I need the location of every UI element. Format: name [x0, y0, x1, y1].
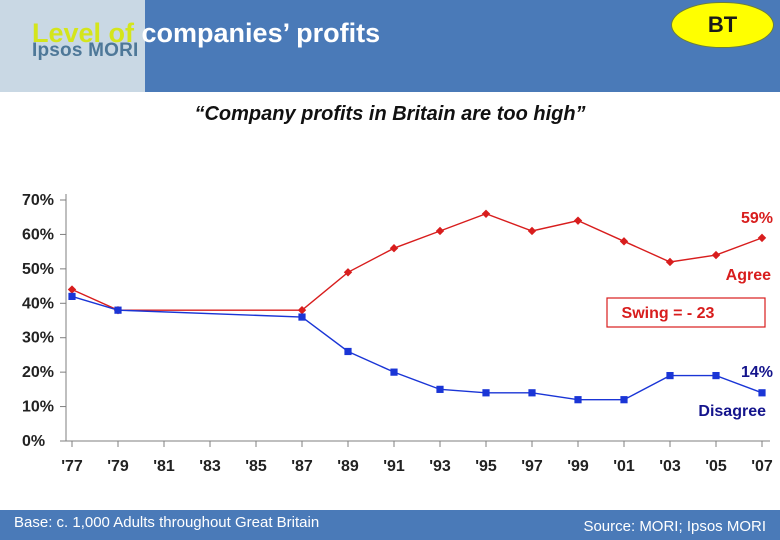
data-point-disagree — [574, 396, 582, 404]
y-tick-label: 10% — [22, 399, 54, 416]
data-point-disagree — [114, 306, 122, 314]
y-tick-label: 60% — [22, 226, 54, 243]
x-tick-label: '91 — [383, 458, 405, 475]
data-point-disagree — [482, 389, 490, 397]
x-tick-label: '05 — [705, 458, 727, 475]
series-line-agree — [71, 213, 763, 311]
logo-box: Ipsos MORI — [0, 0, 145, 92]
x-tick-label: '99 — [567, 458, 589, 475]
x-tick-label: '81 — [153, 458, 175, 475]
swing-box — [606, 297, 766, 328]
x-tick-label: '97 — [521, 458, 543, 475]
data-point-agree — [343, 268, 353, 277]
data-point-agree — [619, 237, 629, 246]
x-tick-label: '83 — [199, 458, 221, 475]
page-title-rest: companies’ profits — [134, 18, 381, 48]
disagree-end-label: 14% — [741, 364, 773, 381]
data-point-disagree — [528, 389, 536, 397]
base-note: Base: c. 1,000 Adults throughout Great B… — [14, 514, 320, 531]
data-point-agree — [527, 226, 537, 236]
x-tick-label: '87 — [291, 458, 313, 475]
x-tick-label: '93 — [429, 458, 451, 475]
data-point-agree — [389, 244, 399, 253]
data-point-agree — [481, 209, 491, 218]
disagree-series-label: Disagree — [698, 403, 766, 420]
x-tick-label: '01 — [613, 458, 635, 475]
footer-bar — [0, 510, 780, 540]
x-tick-label: '03 — [659, 458, 681, 475]
x-tick-label: '85 — [245, 458, 267, 475]
data-point-agree — [665, 257, 675, 267]
y-tick-label: 40% — [22, 295, 54, 312]
data-point-disagree — [68, 292, 76, 300]
data-point-disagree — [344, 347, 352, 356]
line-chart: 0% 10% 20% 30% 40% 50% 60% 70% '77 '79 '81 '83 '85 '8… — [22, 192, 773, 475]
data-point-disagree — [390, 368, 398, 376]
y-tick-label: 0% — [22, 433, 45, 450]
y-tick-label: 50% — [22, 261, 54, 278]
data-point-agree — [297, 305, 307, 315]
page-title-overlap: Level of — [32, 18, 135, 48]
x-tick-label: '95 — [475, 458, 497, 475]
data-point-agree — [711, 250, 721, 260]
x-tick-label: '07 — [751, 458, 773, 475]
swing-label: Swing = - 23 — [622, 305, 715, 322]
y-tick-label: 70% — [22, 192, 54, 209]
data-point-disagree — [712, 371, 720, 380]
y-tick-label: 30% — [22, 330, 54, 347]
chart-subtitle: “Company profits in Britain are too high… — [194, 103, 586, 125]
page-title: Level of companies’ profits — [32, 18, 380, 49]
data-point-agree — [757, 233, 767, 243]
source-note: Source: MORI; Ipsos MORI — [583, 518, 766, 535]
bt-badge: BT — [671, 2, 774, 48]
agree-series-label: Agree — [726, 267, 771, 284]
data-point-agree — [573, 216, 583, 225]
data-point-disagree — [666, 371, 674, 380]
data-point-agree — [67, 285, 77, 294]
ipsos-mori-logo: Ipsos MORI — [32, 40, 139, 61]
data-point-agree — [435, 226, 445, 236]
data-point-disagree — [758, 389, 766, 397]
x-tick-label: '77 — [61, 458, 83, 475]
data-point-disagree — [436, 385, 444, 393]
y-tick-label: 20% — [22, 364, 54, 381]
x-tick-label: '79 — [107, 458, 129, 475]
x-tick-label: '89 — [337, 458, 359, 475]
data-point-disagree — [298, 313, 306, 321]
agree-end-label: 59% — [741, 210, 773, 227]
data-point-disagree — [620, 396, 628, 404]
